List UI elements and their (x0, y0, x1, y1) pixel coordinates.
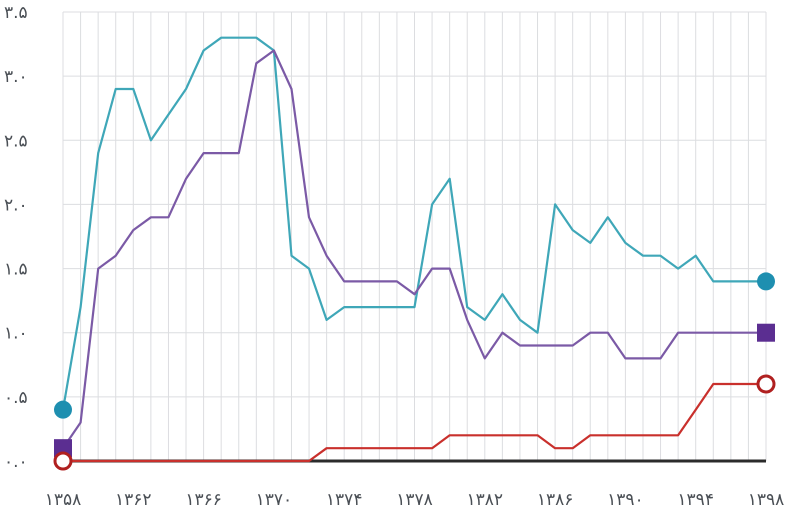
x-tick-label: ۱۳۷۴ (326, 490, 363, 510)
x-tick-label: ۱۳۵۸ (45, 490, 82, 510)
x-tick-label: ۱۳۶۶ (185, 490, 222, 510)
x-axis-tick-labels: ۱۳۵۸ ۱۳۶۲ ۱۳۶۶ ۱۳۷۰ ۱۳۷۴ ۱۳۷۸ ۱۳۸۲ ۱۳۸۶ ۱۳۹۰ ۱۳۹۴… (45, 490, 785, 510)
y-axis-tick-labels: ۰.۰ ۰.۵ ۱.۰ ۱.۵ ۲.۰ ۲.۵ ۳.۰ ۳.۵ (4, 3, 28, 472)
series-3-end-marker (756, 374, 776, 394)
x-tick-label: ۱۳۶۲ (115, 490, 152, 510)
series-3-start-marker (53, 451, 73, 471)
x-tick-label: ۱۳۷۸ (396, 490, 433, 510)
x-tick-label: ۱۳۸۲ (467, 490, 504, 510)
y-tick-label: ۱.۵ (4, 260, 28, 280)
y-tick-label: ۱.۰ (4, 324, 28, 344)
x-tick-label: ۱۳۹۰ (607, 490, 644, 510)
x-tick-label: ۱۳۹۴ (677, 490, 714, 510)
series-2-end-marker (757, 323, 775, 342)
x-tick-label: ۱۳۷۰ (256, 490, 293, 510)
y-tick-label: ۲.۵ (4, 131, 28, 151)
y-tick-label: ۳.۵ (4, 3, 28, 23)
series-1-start-marker (54, 400, 72, 419)
series-end-markers (53, 272, 776, 471)
y-tick-label: ۲.۰ (4, 195, 28, 215)
series-line-3 (61, 382, 768, 463)
series-line-1 (61, 36, 768, 411)
y-tick-label: ۳.۰ (4, 67, 28, 87)
y-tick-label: ۰.۵ (4, 388, 28, 408)
y-tick-label: ۰.۰ (4, 452, 28, 472)
grid-lines (62, 11, 767, 462)
x-tick-label: ۱۳۸۶ (537, 490, 574, 510)
series-lines (61, 36, 768, 463)
x-tick-label: ۱۳۹۸ (748, 490, 785, 510)
series-line-2 (61, 49, 768, 450)
series-1-end-marker (757, 272, 775, 291)
